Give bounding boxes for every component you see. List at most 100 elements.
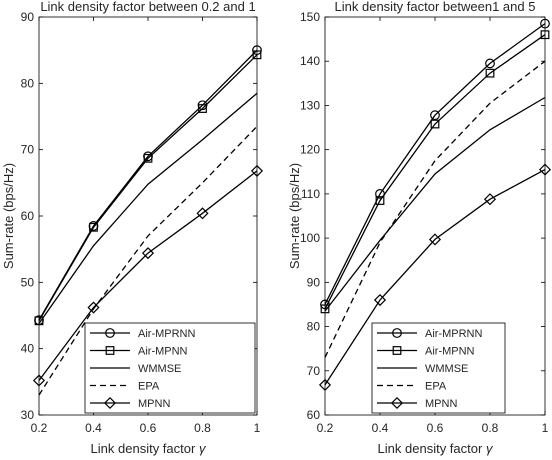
- series-wmmse: [38, 92, 258, 324]
- legend-item: Air-MPRNN: [377, 328, 482, 340]
- y-tick-label: 150: [300, 10, 320, 24]
- data-point: [320, 304, 330, 314]
- data-point: [250, 164, 264, 177]
- y-tick-label: 70: [21, 143, 35, 157]
- legend-item: MPNN: [377, 396, 457, 410]
- y-tick-label: 80: [21, 76, 35, 90]
- series-epa: [324, 60, 546, 358]
- y-tick-label: 140: [300, 54, 320, 68]
- x-tick-label: 0.2: [317, 421, 334, 435]
- series-line: [38, 170, 258, 381]
- x-tick-label: 1: [542, 421, 549, 435]
- legend-label: MPNN: [138, 398, 170, 410]
- legend-item: Air-MPRNN: [90, 328, 195, 340]
- chart-panel-2: 0.2 0.4 0.6 0.8 1 60 70 80 90 100 110 120 130 140 150 L…: [287, 0, 552, 456]
- data-point: [34, 316, 44, 326]
- legend-label: EPA: [138, 381, 160, 393]
- y-tick-label: 60: [21, 209, 35, 223]
- legend-marker: [392, 328, 402, 338]
- legend-item: EPA: [377, 381, 447, 393]
- data-point: [373, 293, 387, 307]
- legend-item: Air-MPNN: [377, 346, 475, 358]
- legend-item: WMMSE: [90, 363, 181, 375]
- x-tick-label: 0.6: [427, 421, 444, 435]
- legend-label: Air-MPRNN: [425, 328, 482, 340]
- y-axis-label: Sum-rate (bps/Hz): [287, 163, 302, 269]
- x-tick-label: 0.6: [140, 421, 157, 435]
- legend-label: WMMSE: [425, 363, 468, 375]
- data-point: [540, 18, 550, 29]
- legend-marker: [392, 346, 402, 355]
- data-point: [375, 196, 385, 205]
- chart-panel-1: 0.2 0.4 0.6 0.8 1 30 40 50 60 70 80 90 Link density …: [1, 0, 264, 456]
- data-point: [485, 68, 495, 78]
- data-point: [430, 119, 440, 129]
- series-mpnn: [32, 164, 264, 387]
- series-line: [38, 54, 258, 322]
- legend-item: Air-MPNN: [90, 346, 188, 358]
- y-axis-label: Sum-rate (bps/Hz): [1, 163, 16, 269]
- data-point: [430, 110, 440, 121]
- y-tick-label: 50: [21, 275, 35, 289]
- legend-label: Air-MPRNN: [138, 328, 195, 340]
- series-line: [324, 23, 546, 305]
- x-tick-label: 0.8: [482, 421, 499, 435]
- x-tick-label: 0.4: [85, 421, 102, 435]
- y-tick-label: 120: [300, 143, 320, 157]
- data-point: [538, 163, 552, 176]
- data-point: [485, 58, 495, 69]
- legend-item: EPA: [90, 381, 160, 393]
- y-tick-label: 60: [307, 408, 321, 422]
- series-line: [324, 96, 546, 312]
- legend-label: WMMSE: [138, 363, 181, 375]
- data-point: [483, 193, 497, 206]
- data-point: [196, 207, 209, 220]
- data-point: [540, 30, 550, 40]
- legend-item: WMMSE: [377, 363, 468, 375]
- legend-marker: [390, 396, 404, 410]
- y-tick-label: 40: [21, 342, 35, 356]
- legend: Air-MPRNN Air-MPNN WMMSE EPA MPNN: [371, 322, 506, 414]
- series-line: [324, 169, 546, 386]
- y-tick-label: 70: [307, 364, 321, 378]
- y-tick-label: 90: [21, 10, 35, 24]
- legend-marker: [105, 346, 115, 355]
- series-air-mpnn: [320, 30, 550, 314]
- y-tick-label: 130: [300, 98, 320, 112]
- legend-marker: [103, 396, 117, 410]
- x-axis-label: Link density factor γ: [378, 441, 494, 456]
- series-wmmse: [324, 96, 546, 312]
- x-tick-label: 1: [254, 421, 261, 435]
- data-point: [143, 153, 153, 163]
- data-point: [87, 301, 100, 314]
- legend: Air-MPRNN Air-MPNN WMMSE EPA MPNN: [84, 322, 256, 414]
- legend-label: Air-MPNN: [425, 346, 475, 358]
- series-mpnn: [318, 163, 552, 391]
- chart-title: Link density factor between 0.2 and 1: [40, 0, 255, 14]
- data-point: [252, 50, 262, 60]
- series-air-mpnn: [34, 50, 262, 326]
- data-point: [141, 247, 155, 260]
- series-line: [38, 92, 258, 324]
- legend-item: MPNN: [90, 396, 170, 410]
- x-tick-label: 0.2: [31, 421, 48, 435]
- legend-label: Air-MPNN: [138, 346, 188, 358]
- series-epa: [38, 125, 258, 396]
- data-point: [198, 104, 207, 113]
- legend-marker: [105, 328, 115, 338]
- data-point: [318, 378, 332, 391]
- x-tick-label: 0.4: [372, 421, 389, 435]
- y-tick-label: 80: [307, 320, 321, 334]
- series-line: [324, 60, 546, 358]
- legend-label: MPNN: [425, 398, 457, 410]
- x-tick-label: 0.8: [194, 421, 211, 435]
- data-point: [32, 374, 46, 387]
- data-point: [252, 45, 262, 56]
- y-tick-label: 30: [21, 408, 35, 422]
- series-line: [324, 34, 546, 310]
- data-point: [428, 233, 442, 246]
- data-point: [89, 222, 98, 232]
- y-tick-label: 90: [307, 275, 321, 289]
- x-axis-label: Link density factor γ: [91, 441, 207, 456]
